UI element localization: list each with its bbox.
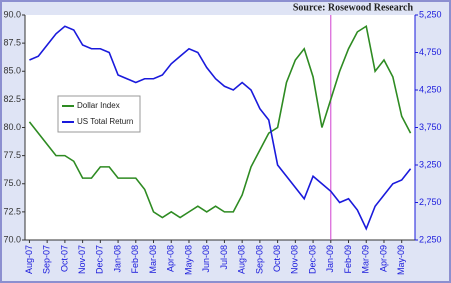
legend-label: Dollar Index [77,101,120,110]
x-tick-label: Aug-07 [24,245,34,274]
y-tick-label: 82.5 [3,94,21,104]
x-tick-label: Nov-07 [77,245,87,274]
x-tick-label: Oct-07 [59,245,69,272]
x-tick-label: Apr-09 [378,245,388,272]
x-tick-label: Jan-09 [325,245,335,273]
series-line [28,24,412,219]
y-tick-label: 77.5 [3,150,21,160]
x-tick-label: Dec-08 [307,245,317,274]
x-tick-label: Mar-09 [361,245,371,274]
y-tick-label: 75.0 [3,178,21,188]
series-line [29,25,412,231]
x-tick-label: Sep-08 [254,245,264,274]
legend-box [57,95,141,133]
x-tick-label: Feb-09 [343,245,353,274]
x-tick-label: Jul-08 [219,245,229,270]
source: Source: Rosewood Research [293,2,414,13]
y2-tick-label: 3,250 [419,159,442,169]
y-tick-label: 72.5 [3,206,21,216]
x-tick-label: May-09 [396,245,406,275]
x-tick-label: Apr-08 [166,245,176,272]
legend-label: US Total Return [77,117,133,126]
x-tick-label: May-08 [183,245,193,275]
x-tick-label: Mar-08 [148,245,158,274]
x-tick-label: Jun-08 [201,245,211,273]
y2-tick-label: 2,250 [419,234,442,244]
y-tick-label: 85.0 [3,66,21,76]
y-tick-label: 70.0 [3,234,21,244]
x-tick-label: Jan-08 [112,245,122,273]
x-tick-label: Nov-08 [290,245,300,274]
y2-tick-label: 2,750 [419,197,442,207]
y-tick-label: 80.0 [3,122,21,132]
y2-tick-label: 3,750 [419,122,442,132]
y-tick-label: 87.5 [3,38,21,48]
y2-tick-label: 4,750 [419,47,442,57]
x-tick-label: Dec-07 [95,245,105,274]
y2-tick-label: 5,250 [419,9,442,19]
x-tick-label: Sep-07 [42,245,52,274]
x-tick-label: Feb-08 [130,245,140,274]
y2-tick-label: 4,250 [419,84,442,94]
y-tick-label: 90.0 [3,9,21,19]
x-tick-label: Oct-08 [272,245,282,272]
x-tick-label: Aug-08 [237,245,247,274]
